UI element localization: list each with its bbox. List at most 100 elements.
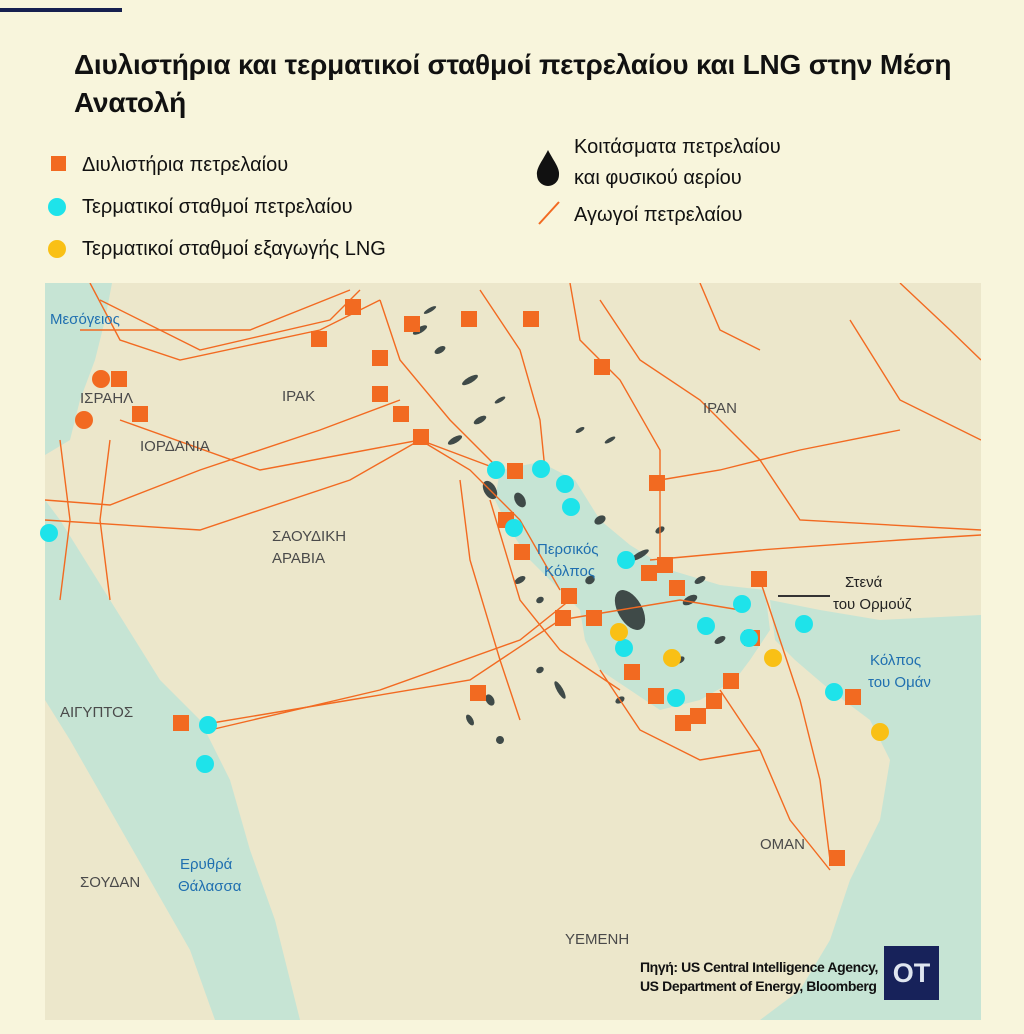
red-sea <box>45 500 300 1020</box>
pipeline <box>699 283 761 351</box>
refinery-legend-icon <box>51 156 66 171</box>
label-oman: ΟΜΑΝ <box>760 836 805 853</box>
oil-field <box>554 681 566 699</box>
oil-terminal-marker <box>196 755 214 773</box>
refinery-marker <box>404 316 420 332</box>
refinery-marker <box>586 610 602 626</box>
pipeline <box>719 689 831 871</box>
refinery-marker <box>751 571 767 587</box>
oil-field <box>536 666 544 674</box>
pipeline <box>45 399 401 506</box>
pipeline-legend-icon <box>538 201 560 225</box>
refinery-marker <box>311 331 327 347</box>
refinery-marker <box>845 689 861 705</box>
refinery-marker <box>723 673 739 689</box>
oil-field <box>447 435 463 445</box>
pipeline <box>45 439 421 531</box>
oil-field <box>682 594 698 606</box>
oil-terminal-marker <box>199 716 217 734</box>
pipeline <box>379 299 501 471</box>
source-note: Πηγή: US Central Intelligence Agency, US… <box>640 958 878 996</box>
ot-logo: OT <box>884 946 939 1000</box>
legend-pipelines: Αγωγοί πετρελαίου <box>574 204 743 226</box>
label-mediterranean: Μεσόγειος <box>50 311 120 328</box>
oil-terminal-marker <box>667 689 685 707</box>
oil-terminal-marker <box>487 461 505 479</box>
label-hormuz-1: Στενά <box>845 574 883 591</box>
oil-terminal-marker <box>615 639 633 657</box>
legend-lng-terminals: Τερματικοί σταθμοί εξαγωγής LNG <box>82 238 386 260</box>
oil-field <box>412 325 428 335</box>
refinery-marker <box>641 565 657 581</box>
oil-field <box>473 415 487 425</box>
oil-field <box>604 436 616 444</box>
oil-field <box>496 736 504 744</box>
oil-field <box>714 636 726 644</box>
oil-field <box>485 694 495 706</box>
top-accent-bar <box>0 8 122 12</box>
oil-terminal-marker <box>795 615 813 633</box>
label-saudi-1: ΣΑΟΥΔΙΚΗ <box>272 528 347 545</box>
oil-field-legend-icon <box>536 150 560 186</box>
legend-fields-line1: Κοιτάσματα πετρελαίου <box>574 136 781 158</box>
refinery-marker <box>345 299 361 315</box>
refinery-marker <box>523 311 539 327</box>
facility-marker-circle <box>92 370 110 388</box>
oil-fields <box>412 306 726 744</box>
lng-terminal-marker <box>764 649 782 667</box>
label-jordan: ΙΟΡΔΑΝΙΑ <box>140 438 210 455</box>
label-saudi-2: ΑΡΑΒΙΑ <box>272 550 326 567</box>
refinery-marker <box>393 406 409 422</box>
pipeline <box>89 283 381 361</box>
refinery-marker <box>372 350 388 366</box>
facility-marker-circle <box>75 411 93 429</box>
pipeline <box>209 599 571 731</box>
refinery-marker <box>507 463 523 479</box>
oil-terminal-marker <box>532 460 550 478</box>
mediterranean-sea <box>45 283 112 455</box>
refinery-marker <box>649 475 665 491</box>
oil-field <box>631 549 649 561</box>
refinery-marker <box>555 610 571 626</box>
pipeline <box>649 534 981 561</box>
oil-terminal-marker <box>505 519 523 537</box>
label-red-sea-1: Ερυθρά <box>180 856 233 873</box>
pipeline <box>659 429 901 481</box>
oil-terminal-marker <box>733 595 751 613</box>
pipeline <box>59 439 71 601</box>
persian-gulf <box>495 462 770 710</box>
label-hormuz-2: του Ορμούζ <box>833 596 912 613</box>
hormuz-pointer <box>778 595 830 597</box>
pipeline <box>599 669 761 761</box>
oil-field <box>462 374 478 386</box>
lng-terminal-marker <box>871 723 889 741</box>
pipeline <box>80 289 351 331</box>
source-line-1: Πηγή: US Central Intelligence Agency, <box>639 959 878 975</box>
refinery-marker <box>470 685 486 701</box>
lng-terminal-marker <box>610 623 628 641</box>
oil-terminal-marker <box>617 551 635 569</box>
refinery-marker <box>706 693 722 709</box>
pipeline <box>479 289 546 471</box>
pipeline <box>419 439 561 591</box>
lng-terminal-marker <box>663 649 681 667</box>
oil-field <box>423 306 437 314</box>
label-iraq: ΙΡΑΚ <box>282 388 316 405</box>
pipeline <box>119 419 501 471</box>
label-egypt: ΑΙΓΥΠΤΟΣ <box>60 704 134 721</box>
oil-terminal-marker <box>562 498 580 516</box>
pipeline <box>759 579 831 861</box>
pipeline <box>849 319 981 441</box>
gulf-of-oman <box>760 600 981 1020</box>
label-oman-gulf-2: του Ομάν <box>868 674 931 691</box>
oil-field <box>466 714 474 726</box>
refinery-marker <box>675 715 691 731</box>
map-canvas <box>45 283 981 1020</box>
label-gulf-1: Περσικός <box>537 541 599 558</box>
oil-field <box>494 396 506 404</box>
refinery-marker <box>669 580 685 596</box>
refinery-marker <box>173 715 189 731</box>
pipeline <box>459 479 521 721</box>
map-title: Διυλιστήρια και τερματικοί σταθμοί πετρε… <box>74 49 952 118</box>
pipeline <box>199 619 561 726</box>
